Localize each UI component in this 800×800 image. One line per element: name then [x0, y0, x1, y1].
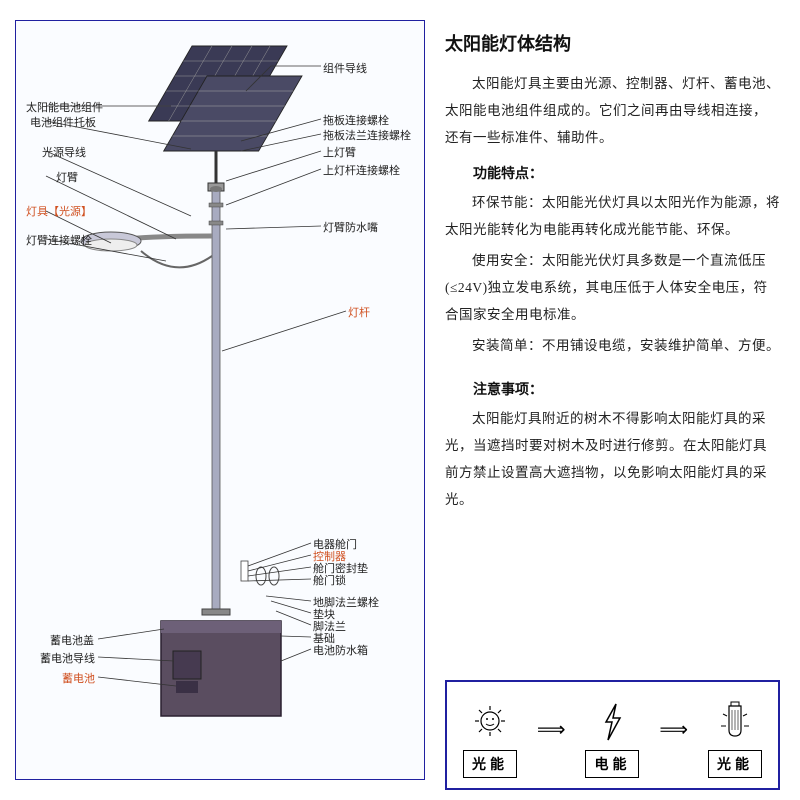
- energy-flow-box: 光能 ⟹ 电能 ⟹ 光能: [445, 680, 780, 790]
- diagram-panel: 太阳能电池组件 电池组件托板 光源导线 灯臂 灯具【光源】 灯臂连接螺栓 蓄电池…: [15, 20, 425, 780]
- label-module-wire: 组件导线: [323, 60, 367, 76]
- label-upper-pole-bolt: 上灯杆连接螺栓: [323, 162, 400, 178]
- energy-step-light-out: 光能: [708, 696, 762, 778]
- label-door-lock: 舱门锁: [313, 572, 346, 588]
- label-pole: 灯杆: [348, 304, 370, 320]
- arrow-icon: ⟹: [659, 717, 688, 742]
- energy-label-c: 光能: [708, 750, 762, 778]
- notes-heading: 注意事项：: [445, 377, 780, 405]
- label-battery-wire: 蓄电池导线: [40, 650, 95, 666]
- label-battery: 蓄电池: [62, 670, 95, 686]
- label-arm-waterproof: 灯臂防水嘴: [323, 219, 378, 235]
- label-upper-arm: 上灯臂: [323, 144, 356, 160]
- feature-2: 使用安全：太阳能光伏灯具多数是一个直流低压(≤24V)独立发电系统，其电压低于人…: [445, 247, 780, 328]
- label-light-wire: 光源导线: [42, 144, 86, 160]
- text-panel: 太阳能灯体结构 太阳能灯具主要由光源、控制器、灯杆、蓄电池、太阳能电池组件组成的…: [425, 0, 800, 800]
- label-arm: 灯臂: [56, 169, 78, 185]
- label-battery-cover: 蓄电池盖: [50, 632, 94, 648]
- arrow-icon: ⟹: [537, 717, 566, 742]
- bulb-icon: [715, 696, 755, 746]
- label-drag-bolt: 拖板连接螺栓: [323, 112, 389, 128]
- page-title: 太阳能灯体结构: [445, 30, 780, 56]
- energy-step-electric: 电能: [585, 696, 639, 778]
- energy-step-light-in: 光能: [463, 696, 517, 778]
- sun-icon: [470, 696, 510, 746]
- label-bracket-plate: 电池组件托板: [30, 114, 96, 130]
- label-arm-bolt: 灯臂连接螺栓: [26, 232, 92, 248]
- label-panel: 太阳能电池组件: [26, 99, 103, 115]
- feature-3: 安装简单：不用铺设电缆，安装维护简单、方便。: [445, 332, 780, 359]
- feature-1: 环保节能：太阳能光伏灯具以太阳光作为能源，将太阳光能转化为电能再转化成光能节能、…: [445, 189, 780, 243]
- energy-label-a: 光能: [463, 750, 517, 778]
- label-lamp: 灯具【光源】: [26, 203, 92, 219]
- label-drag-flange-bolt: 拖板法兰连接螺栓: [323, 127, 411, 143]
- lightning-icon: [592, 696, 632, 746]
- intro-para: 太阳能灯具主要由光源、控制器、灯杆、蓄电池、太阳能电池组件组成的。它们之间再由导…: [445, 70, 780, 151]
- features-heading: 功能特点：: [445, 161, 780, 189]
- energy-label-b: 电能: [585, 750, 639, 778]
- label-battery-box: 电池防水箱: [313, 642, 368, 658]
- notes-para: 太阳能灯具附近的树木不得影响太阳能灯具的采光，当遮挡时要对树木及时进行修剪。在太…: [445, 405, 780, 513]
